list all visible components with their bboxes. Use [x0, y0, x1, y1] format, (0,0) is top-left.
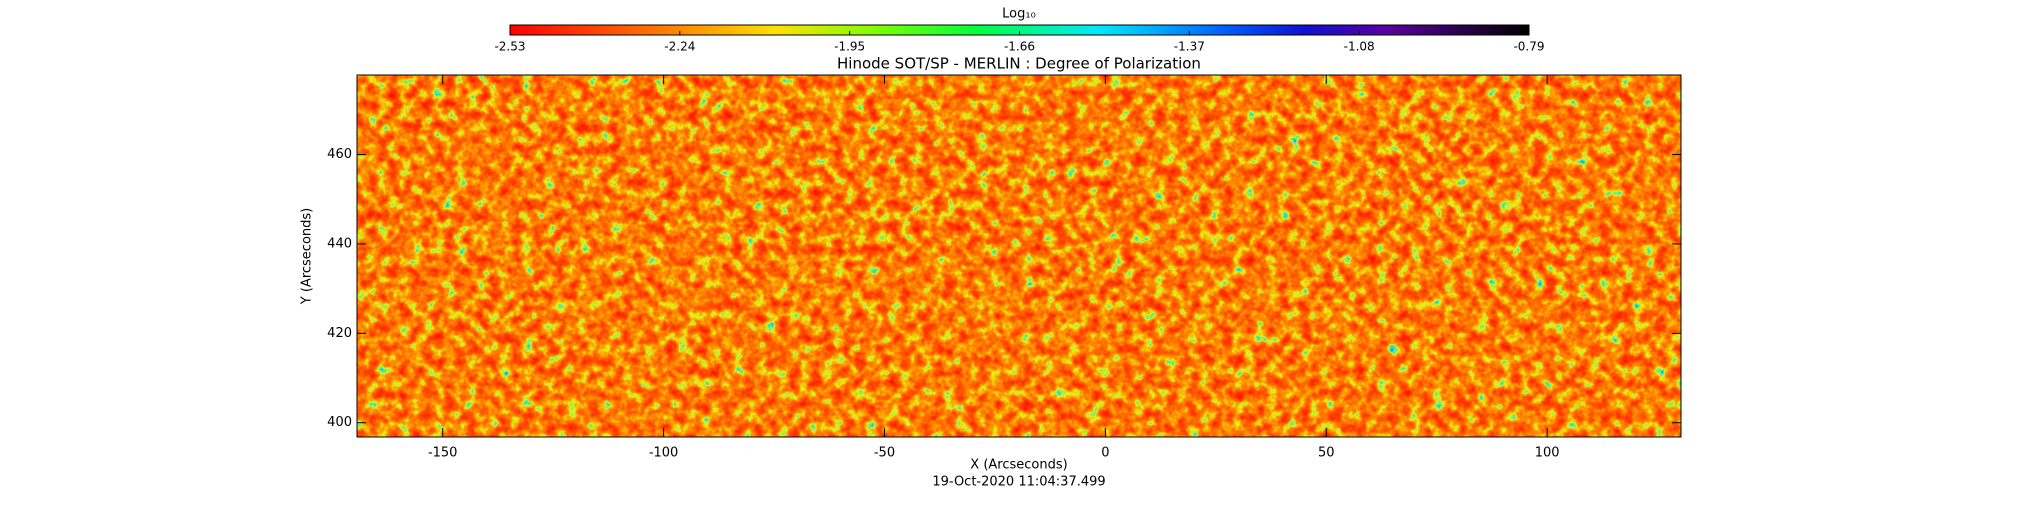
x-tick-label: -150 — [428, 446, 458, 461]
y-tick-label: 420 — [327, 326, 352, 341]
colorbar-tick-label: -0.79 — [1513, 40, 1544, 54]
colorbar-label: Log₁₀ — [1002, 7, 1036, 22]
x-tick-label: -100 — [649, 446, 679, 461]
y-tick-label: 460 — [327, 147, 352, 162]
x-tick-label: 100 — [1535, 446, 1560, 461]
x-tick-label: 50 — [1318, 446, 1335, 461]
colorbar-tick-label: -1.08 — [1344, 40, 1375, 54]
y-tick-label: 440 — [327, 236, 352, 251]
y-axis-label: Y (Arcseconds) — [300, 208, 315, 305]
colorbar-tick-label: -2.53 — [494, 40, 525, 54]
polarization-map — [357, 75, 1681, 437]
chart-title: Hinode SOT/SP - MERLIN : Degree of Polar… — [837, 55, 1201, 73]
colorbar-tick-label: -1.37 — [1174, 40, 1205, 54]
colorbar-tick-label: -1.95 — [834, 40, 865, 54]
x-axis-label: X (Arcseconds) — [970, 458, 1067, 473]
colorbar-tick-label: -2.24 — [664, 40, 695, 54]
timestamp: 19-Oct-2020 11:04:37.499 — [932, 475, 1105, 490]
y-tick-label: 400 — [327, 415, 352, 430]
plot-frame — [356, 74, 1682, 438]
x-tick-label: 0 — [1101, 446, 1109, 461]
x-tick-label: -50 — [874, 446, 895, 461]
colorbar-tick-label: -1.66 — [1004, 40, 1035, 54]
